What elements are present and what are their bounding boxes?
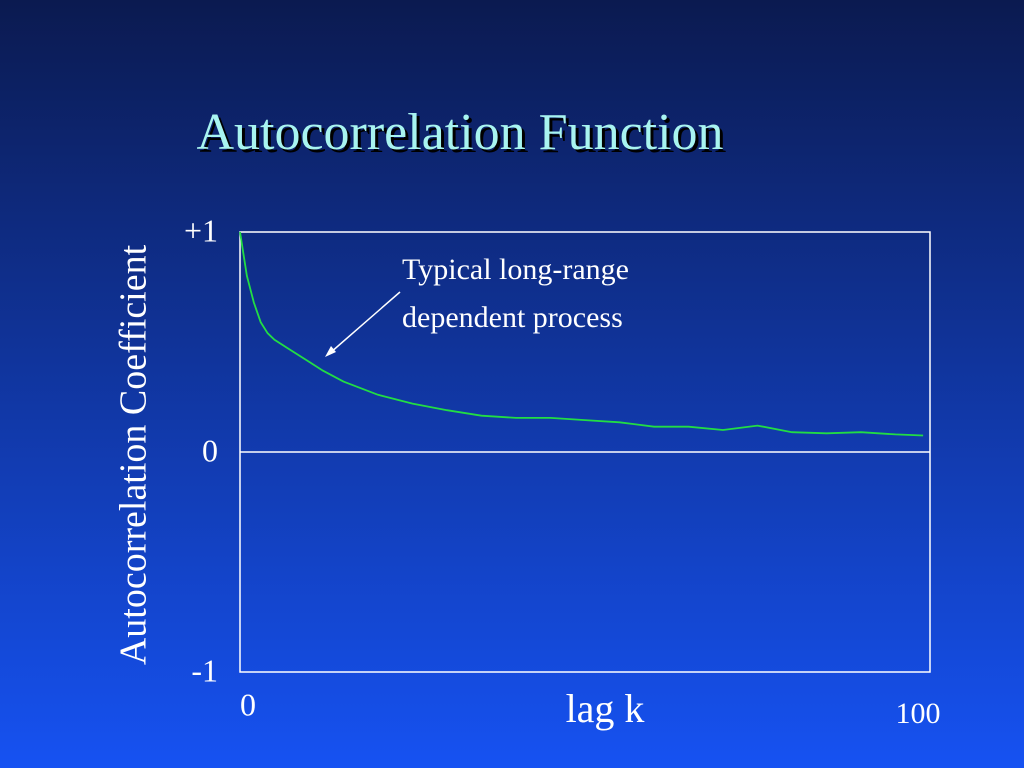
annotation: dependent process — [402, 301, 623, 334]
x-tick-label: 0 — [240, 686, 256, 722]
y-tick-label: -1 — [191, 652, 218, 688]
y-tick-label: +1 — [184, 212, 218, 248]
chart-title: Autocorrelation Function — [196, 104, 723, 161]
data-line — [239, 231, 924, 437]
arrow-head — [325, 346, 336, 357]
x-tick-label: 100 — [896, 697, 941, 730]
annotation: Typical long-range — [402, 253, 629, 286]
y-tick-label: 0 — [202, 432, 218, 468]
title-shadow: Autocorrelation Function — [199, 107, 726, 164]
annotation-arrow — [329, 291, 401, 354]
x-axis-label: lag k — [566, 686, 645, 731]
y-axis-label: Autocorrelation Coefficient — [113, 244, 155, 665]
